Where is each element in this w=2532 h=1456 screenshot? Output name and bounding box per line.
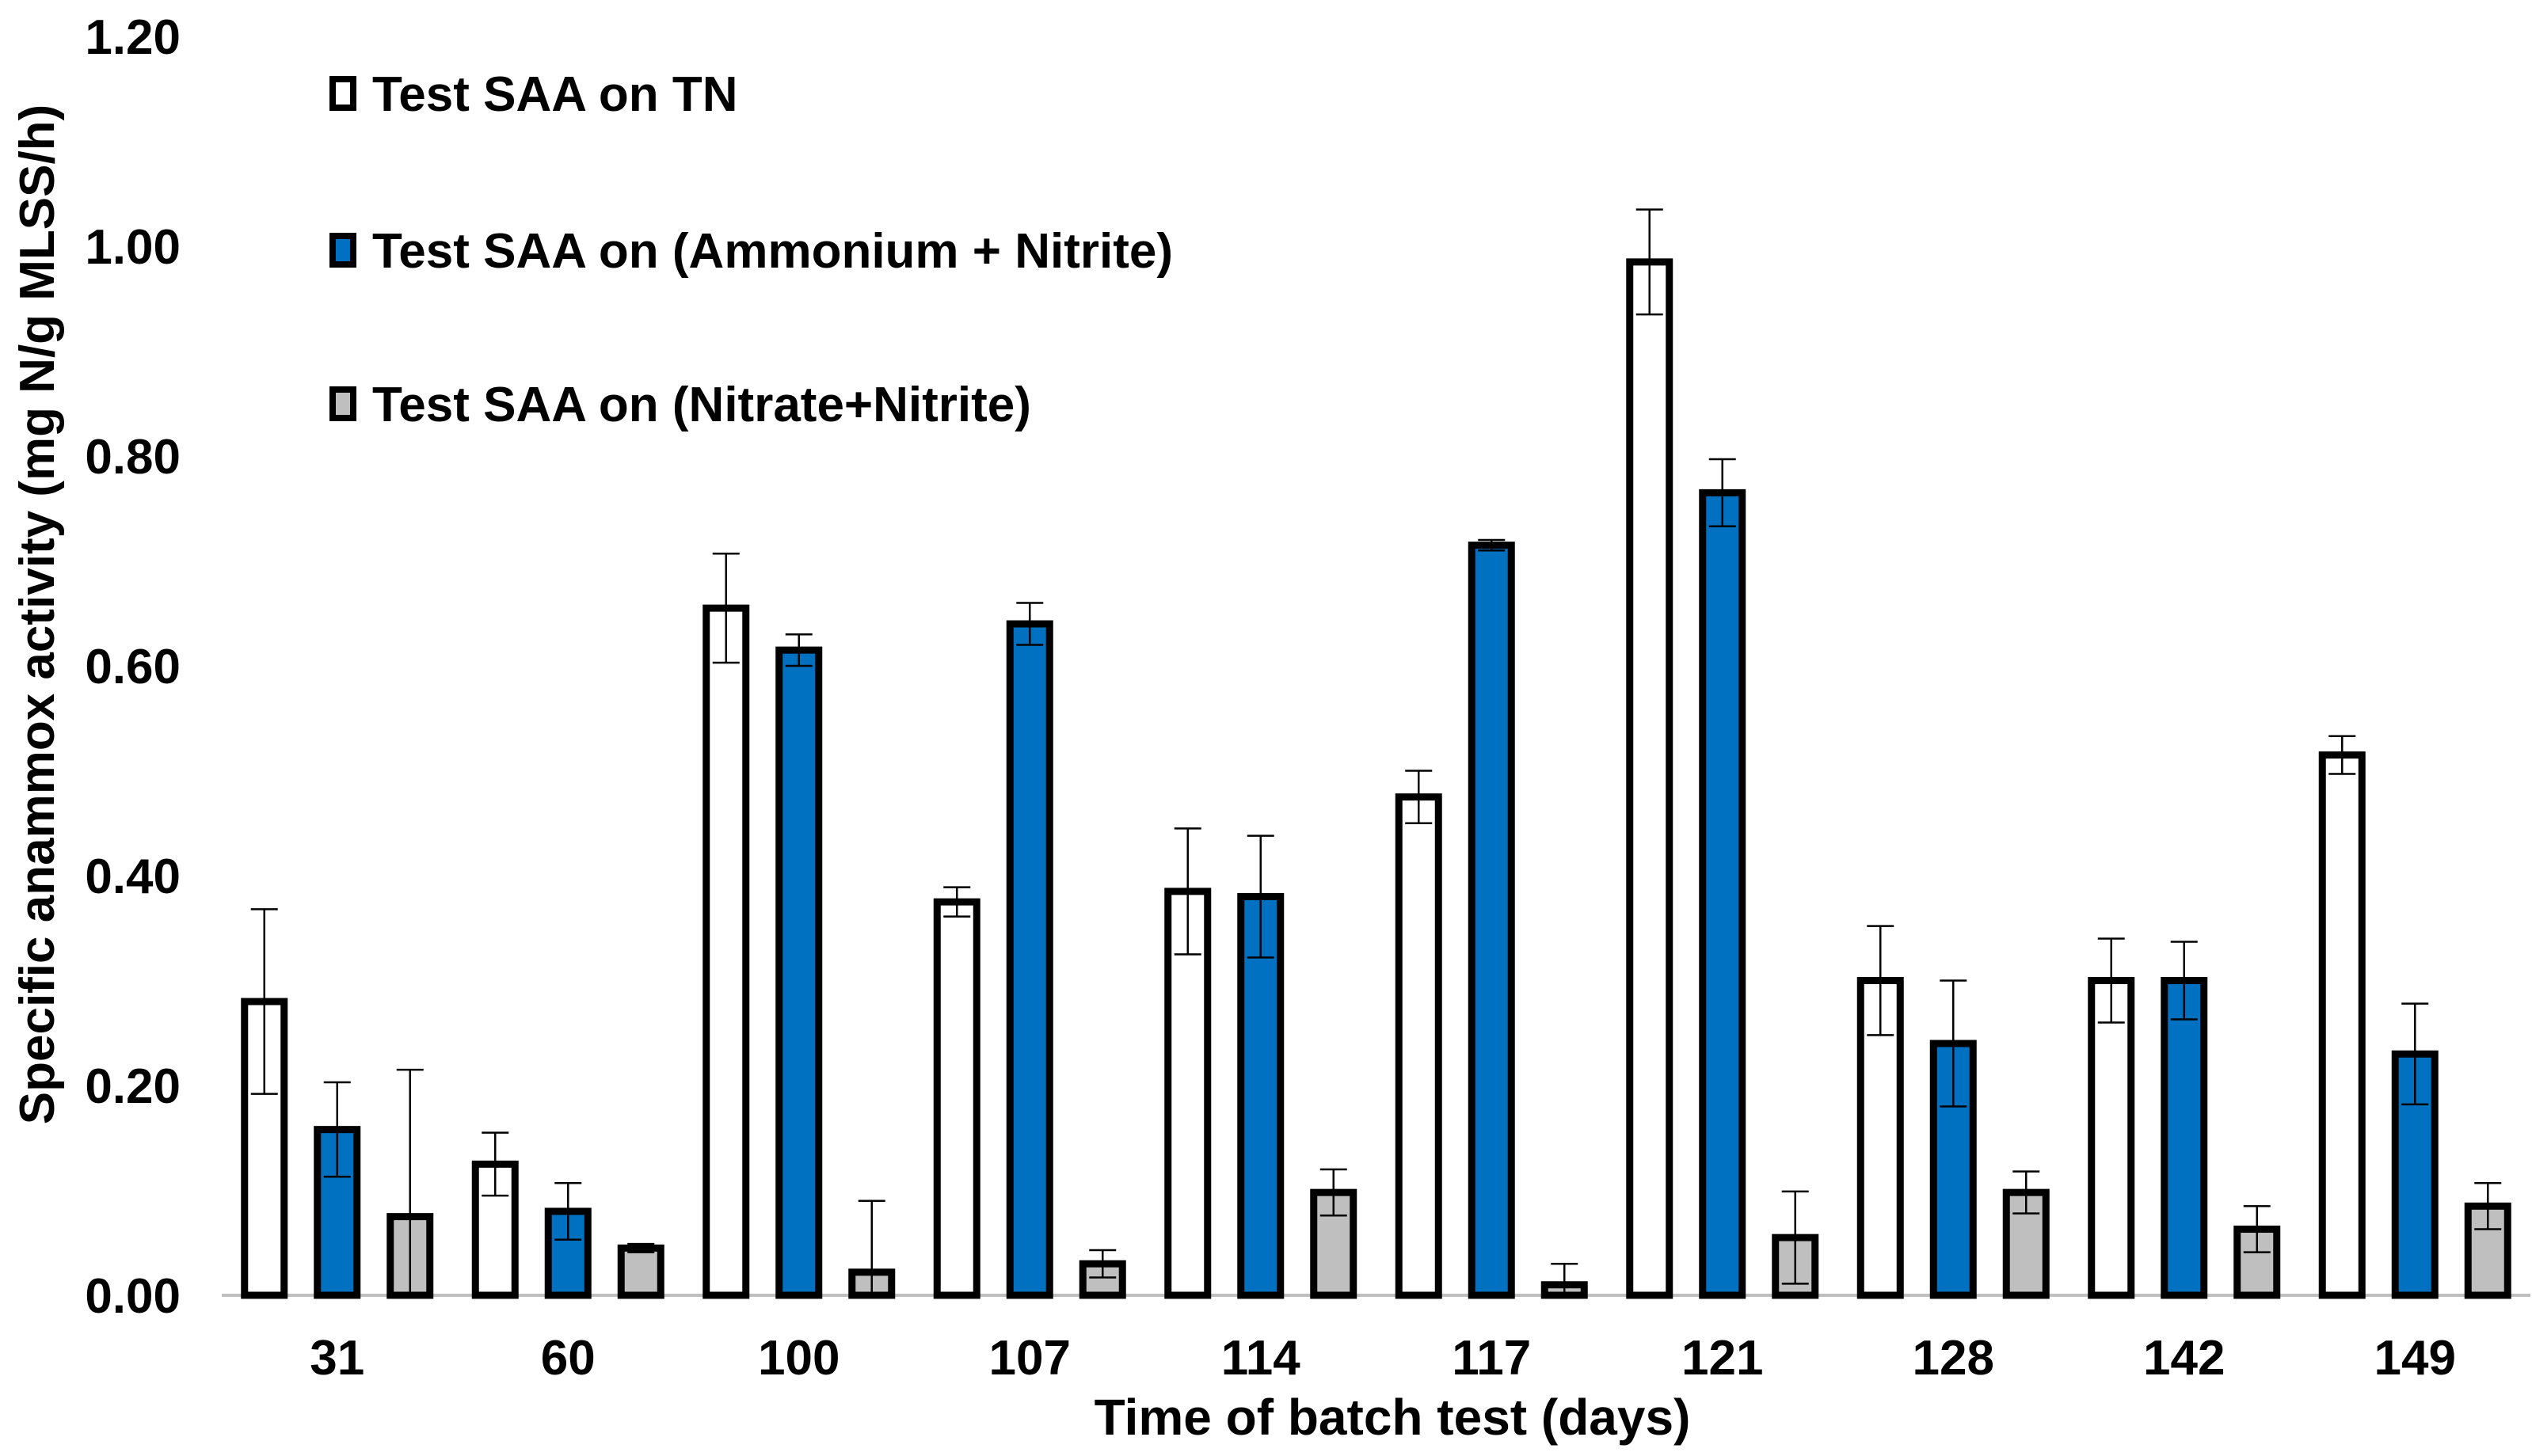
- y-tick-label: 0.80: [85, 430, 181, 485]
- x-tick-label: 114: [1221, 1331, 1301, 1386]
- x-tick-label: 107: [989, 1331, 1071, 1386]
- bar-1-117: [1395, 793, 1442, 1299]
- bar-2-100: [775, 646, 823, 1299]
- x-tick-label: 60: [541, 1331, 596, 1386]
- legend-label-1: Test SAA on TN: [372, 67, 738, 122]
- y-tick-label: 0.20: [85, 1059, 181, 1114]
- x-axis-title: Time of batch test (days): [1095, 1389, 1691, 1446]
- y-tick-label: 0.60: [85, 640, 181, 694]
- y-tick-label: 0.00: [85, 1269, 181, 1324]
- bar-2-117: [1468, 542, 1515, 1299]
- bar-1-121: [1626, 258, 1673, 1299]
- bar-1-60: [471, 1160, 519, 1299]
- bar-2-107: [1006, 620, 1053, 1299]
- x-tick-label: 142: [2143, 1331, 2225, 1386]
- x-tick-label: 31: [310, 1331, 364, 1386]
- y-axis-title: Specific anammox activity (mg N/g MLSS/h…: [10, 105, 65, 1125]
- x-tick-label: 100: [758, 1331, 840, 1386]
- bar-3-60: [617, 1244, 664, 1299]
- bar-1-100: [702, 604, 750, 1299]
- x-tick-label: 128: [1913, 1331, 1994, 1386]
- bars: [241, 258, 2511, 1299]
- bar-1-142: [2088, 977, 2135, 1299]
- legend-swatch-2: [329, 233, 356, 268]
- x-tick-label: 117: [1452, 1331, 1531, 1386]
- bar-2-142: [2161, 977, 2208, 1299]
- legend-swatch-3: [329, 386, 356, 421]
- y-tick-label: 0.40: [85, 850, 181, 904]
- legend-label-3: Test SAA on (Nitrate+Nitrite): [372, 378, 1031, 432]
- legend-swatch-1: [329, 76, 356, 111]
- bar-1-107: [933, 898, 980, 1299]
- x-tick-label: 149: [2374, 1331, 2456, 1386]
- bar-1-149: [2318, 751, 2366, 1299]
- error-bars: [250, 208, 2502, 1297]
- x-axis: 31 60 100 107 114 117 121 128 142 149: [310, 1331, 2456, 1386]
- legend-label-2: Test SAA on (Ammonium + Nitrite): [372, 224, 1173, 279]
- y-tick-label: 1.20: [85, 10, 181, 65]
- x-tick-label: 121: [1681, 1331, 1763, 1386]
- legend: Test SAA on TN Test SAA on (Ammonium + Ni…: [329, 67, 1173, 432]
- bar-2-121: [1699, 489, 1746, 1299]
- y-axis: 0.00 0.20 0.40 0.60 0.80 1.00 1.20: [85, 10, 181, 1324]
- y-tick-label: 1.00: [85, 220, 181, 275]
